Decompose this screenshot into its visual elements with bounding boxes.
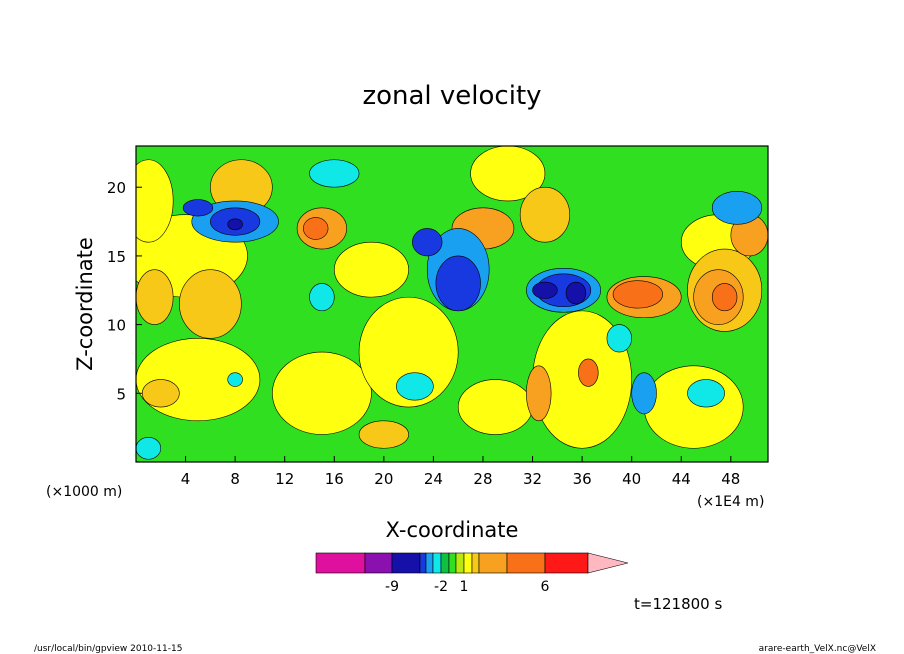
colorbar-arrow (587, 552, 629, 574)
x-axis: 4 8 12 16 20 24 28 32 36 40 44 48 (181, 456, 740, 488)
colorbar-bin (425, 552, 434, 574)
field-region (412, 228, 443, 257)
x-tick-label: 20 (374, 470, 393, 488)
field-region (526, 365, 552, 422)
field-region (687, 379, 725, 408)
field-layer (136, 146, 768, 460)
field-region (711, 283, 738, 312)
field-region (227, 372, 243, 387)
x-tick-label: 24 (424, 470, 443, 488)
field-region (358, 420, 409, 449)
colorbar-bin (544, 552, 589, 574)
time-label: t=121800 s (634, 595, 722, 613)
colorbar-bin (455, 552, 465, 574)
field-region (711, 191, 763, 225)
field-region (358, 296, 459, 408)
field-region (532, 281, 558, 299)
field-region (179, 269, 242, 339)
plot-frame (135, 145, 769, 463)
field-region (272, 351, 372, 435)
field-region (309, 159, 360, 188)
x-tick-label: 4 (181, 470, 191, 488)
y-axis-label: Z-coordinate (73, 237, 97, 371)
x-axis-label: X-coordinate (386, 518, 519, 542)
x-tick-label: 8 (230, 470, 240, 488)
field-region (435, 255, 481, 312)
colorbar-tick-label: -2 (434, 579, 448, 595)
field-region (565, 281, 587, 305)
x-tick-label: 32 (523, 470, 542, 488)
x-unit-label: (×1E4 m) (697, 494, 764, 510)
colorbar: -9 -2 1 6 (315, 552, 629, 595)
colorbar-bin (432, 552, 442, 574)
colorbar-bin (478, 552, 508, 574)
x-tick-label: 16 (325, 470, 344, 488)
colorbar-bin (391, 552, 421, 574)
colorbar-bin (419, 552, 427, 574)
field-region (309, 283, 335, 312)
colorbar-bin (440, 552, 450, 574)
colorbar-bin (463, 552, 473, 574)
colorbar-bin (471, 552, 480, 574)
colorbar-tick-label: 1 (460, 579, 469, 595)
field-region (182, 199, 214, 217)
field-region (606, 324, 632, 353)
colorbar-tick-label: -9 (385, 579, 399, 595)
colorbar-bin (315, 552, 366, 574)
footer-right: arare-earth_VelX.nc@VelX (759, 644, 876, 654)
field-region (136, 269, 174, 325)
colorbar-bin (364, 552, 393, 574)
x-tick-label: 36 (573, 470, 592, 488)
colorbar-bin (506, 552, 546, 574)
y-tick-label: 10 (107, 317, 126, 335)
field-region (643, 365, 744, 449)
field-region (141, 379, 180, 408)
field-region (395, 372, 434, 401)
field-region (302, 217, 329, 240)
field-region (227, 218, 243, 231)
x-tick-label: 28 (473, 470, 492, 488)
footer-left: /usr/local/bin/gpview 2010-11-15 (34, 644, 182, 654)
x-tick-label: 40 (622, 470, 641, 488)
field-region (136, 436, 162, 460)
chart-title: zonal velocity (362, 81, 541, 111)
y-tick-label: 15 (107, 248, 126, 266)
field-region (578, 358, 599, 387)
colorbar-tick-label: 6 (541, 579, 550, 595)
field-region (519, 186, 571, 243)
y-tick-label: 5 (116, 385, 126, 403)
y-tick-label: 20 (107, 179, 126, 197)
field-region (136, 159, 174, 243)
x-tick-label: 48 (721, 470, 740, 488)
field-region (631, 372, 657, 415)
y-axis: 5 10 15 20 (107, 179, 142, 403)
field-region (612, 280, 663, 309)
field-region (333, 241, 409, 298)
field-region (470, 146, 546, 202)
y-unit-label: (×1000 m) (46, 484, 122, 500)
x-tick-label: 44 (672, 470, 691, 488)
x-tick-label: 12 (275, 470, 294, 488)
colorbar-bin (448, 552, 457, 574)
field-region (457, 379, 533, 435)
